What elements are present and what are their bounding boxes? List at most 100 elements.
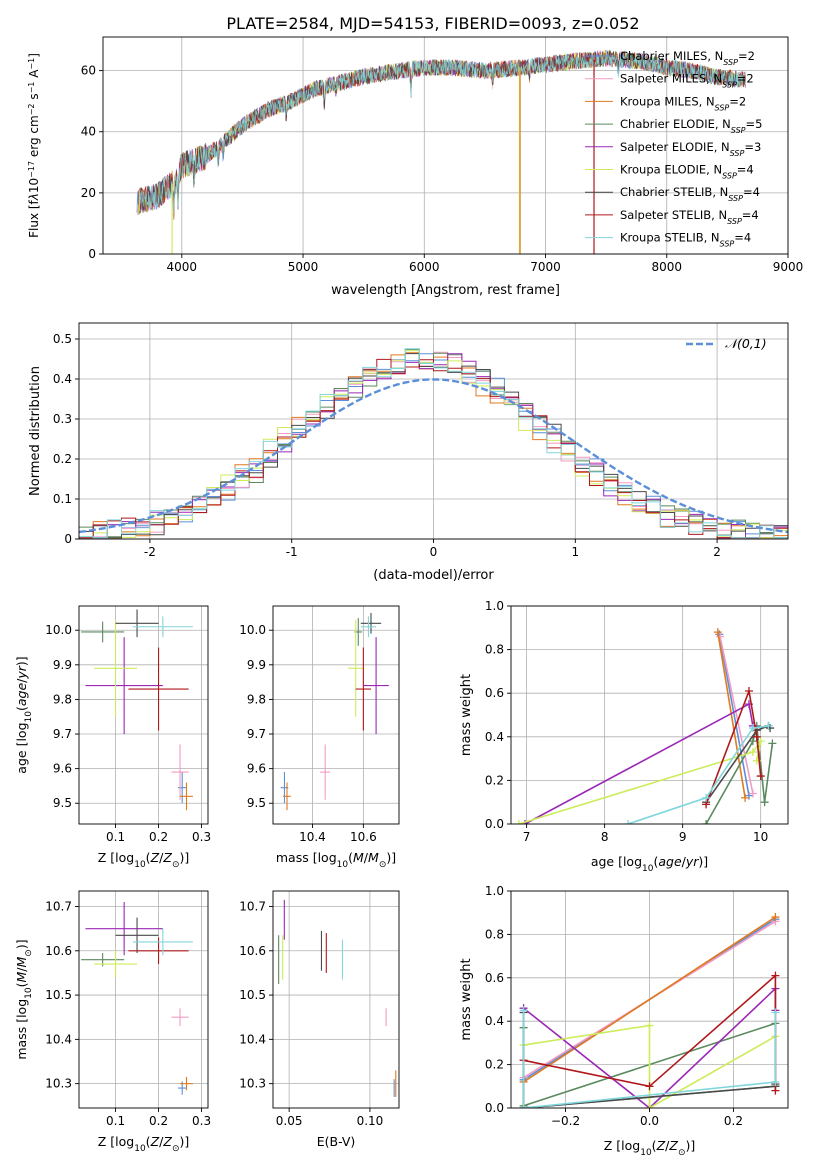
w-z-ytick-label: 0.2 [485,1058,504,1072]
residuals-ytick-label: 0.2 [53,452,72,466]
w-z-marker [771,1077,780,1086]
age-mass-ytick-label: 10.0 [239,623,266,637]
w-z-xlabel: Z [log10(Z/Z⊙)] [604,1138,696,1158]
mass-z-ytick-label: 10.5 [45,988,72,1002]
age-mass-xlabel: mass [log10(M/M⊙)] [276,850,396,870]
spectrum-xtick-label: 6000 [409,260,440,274]
age-mass-plot-area [280,612,389,811]
age-mass-frame [272,605,400,825]
w-age-line-kroupa-stelib [627,725,769,824]
age-z-ytick-label: 9.5 [53,796,72,810]
spectrum-frame [102,36,789,255]
age-z-ytick-label: 9.9 [53,658,72,672]
residuals-xtick-label: -1 [286,545,298,559]
age-mass-errorbar [355,647,371,731]
w-age-marker [716,632,725,641]
mass-ebv-ytick-label: 10.4 [239,1032,266,1046]
residuals-xtick-label: 0 [430,545,438,559]
age-z-xlabel: Z [log10(Z/Z⊙)] [98,850,190,870]
legend-entry: Salpeter ELODIE, NSSP=3 [620,140,761,158]
mass-ebv-ytick-label: 10.3 [239,1077,266,1091]
mass-z-xtick-label: 0.1 [106,1114,125,1128]
age-z-errorbar [128,647,189,731]
w-age-xtick-label: 10 [753,830,768,844]
w-age-marker [760,798,769,807]
age-z-ylabel: age [log10(age/yr)] [14,656,34,773]
w-age-grid [511,605,788,825]
w-z-ytick-label: 0.0 [485,1101,504,1115]
w-z-line-kroupa-stelib [522,1010,777,1108]
figure-title: PLATE=2584, MJD=54153, FIBERID=0093, z=0… [226,14,639,33]
legend-entry: Salpeter STELIB, NSSP=4 [620,208,759,226]
mass-ebv-xlabel: E(B-V) [317,1134,356,1149]
w-age-ylabel: mass weight [459,674,474,756]
residuals-ylabel: Normed distribution [28,366,43,496]
weight-vs-age-panel: 7 8 9 10 0.0 0.2 0.4 0.6 0.8 1.0 age [log10(age/yr… [459,599,789,874]
w-z-line-kroupa-elodie [523,1024,776,1108]
legend-entry: Salpeter MILES, NSSP=2 [620,72,754,90]
w-z-ytick-label: 1.0 [485,884,504,898]
legend-entry: Chabrier ELODIE, NSSP=5 [620,117,762,135]
w-age-line-kroupa-elodie [518,740,762,824]
residuals-ytick-label: 0 [64,532,72,546]
spectrum-xtick-label: 7000 [530,260,561,274]
w-age-marker [764,721,773,730]
spectrum-xlabel: wavelength [Angstrom, rest frame] [331,283,560,298]
w-z-ytick-label: 0.8 [485,927,504,941]
mass-vs-ebv-panel: 0.05 0.10 10.3 10.4 10.5 10.6 10.7 E(B-V) [239,890,400,1149]
mass-z-errorbar [171,1008,189,1027]
w-age-ytick-label: 0.6 [485,686,504,700]
w-z-ticks [507,890,734,1112]
legend-entry: Kroupa STELIB, NSSP=4 [620,231,751,249]
w-age-ytick-label: 0.8 [485,643,504,657]
residuals-plot-area [79,348,788,539]
mass-ebv-ticks [269,906,371,1112]
mass-z-xtick-label: 0.3 [192,1114,211,1128]
mass-z-ticks [75,906,203,1112]
spectrum-ytick-label: 40 [81,125,96,139]
spectrum-ylabel: Flux [fλ10−17 erg cm−2 s−1 A−1] [27,53,42,238]
age-z-errorbar [171,744,189,800]
w-age-marker [756,772,765,781]
mass-z-errorbar [115,917,159,953]
age-z-xtick-label: 0.1 [106,830,125,844]
residuals-xtick-label: -2 [144,545,156,559]
residuals-ytick-label: 0.3 [53,412,72,426]
spectrum-xtick-label: 5000 [288,260,319,274]
mass-z-errorbar [94,950,138,978]
residuals-xtick-label: 2 [713,545,721,559]
w-age-line-salpeter-stelib [705,687,762,805]
w-age-marker [748,789,757,798]
gaussian-legend-label: 𝒩(0,1) [725,336,767,351]
spectrum-ytick-label: 20 [81,186,96,200]
w-age-marker [713,628,722,637]
legend-entry: Kroupa MILES, NSSP=2 [620,94,746,112]
spectrum-plot-area [136,49,746,254]
w-age-plot-area [514,628,777,824]
mass-ebv-ytick-label: 10.7 [239,900,266,914]
w-z-marker [645,1082,654,1091]
histogram-salpeter-stelib [79,358,788,539]
legend: Chabrier MILES, NSSP=2 Salpeter MILES, NS… [585,49,762,248]
age-mass-errorbar [360,616,377,638]
w-age-marker [514,820,523,824]
residuals-ytick-label: 0.1 [53,492,72,506]
mass-z-errorbar [180,1077,193,1091]
age-mass-ytick-label: 9.6 [247,762,266,776]
w-age-frame [510,605,789,825]
age-mass-xtick-label: 10.6 [350,830,377,844]
mass-vs-metallicity-panel: 0.1 0.2 0.3 10.3 10.4 10.5 10.6 10.7 Z [log10(Z/… [14,890,211,1154]
w-age-marker [768,739,777,748]
age-z-ytick-label: 9.6 [53,762,72,776]
age-z-ytick-label: 9.8 [53,692,72,706]
w-age-line-salpeter-miles [719,636,754,794]
histogram-kroupa-stelib [79,348,788,539]
residuals-ticks [75,338,718,543]
gaussian-curve [79,378,788,534]
spectrum-ytick-label: 60 [81,64,96,78]
mass-z-plot-area [81,902,193,1095]
w-z-marker [771,1086,780,1095]
mass-z-xlabel: Z [log10(Z/Z⊙)] [98,1134,190,1154]
mass-z-frame [78,890,209,1109]
w-age-xtick-label: 8 [601,830,609,844]
